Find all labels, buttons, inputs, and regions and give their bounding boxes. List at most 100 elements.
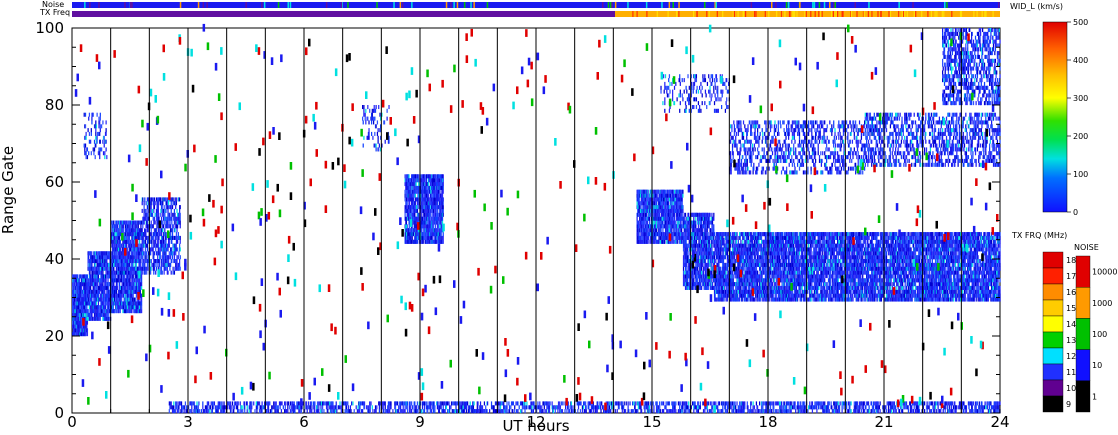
- echo-cell: [706, 228, 707, 232]
- echo-cell: [437, 201, 438, 205]
- echo-cell: [667, 224, 668, 228]
- echo-cell: [140, 263, 141, 267]
- echo-cell: [681, 240, 682, 244]
- echo-cell: [655, 205, 656, 209]
- echo-cell: [125, 224, 126, 228]
- echo-cell: [405, 217, 406, 221]
- echo-cell: [702, 274, 703, 278]
- echo-cell: [145, 271, 146, 275]
- echo-cell: [125, 232, 126, 236]
- echo-cell: [428, 190, 429, 194]
- echo-cell: [711, 244, 712, 248]
- txfreq-speck: [931, 11, 932, 17]
- echo-cell: [179, 263, 180, 267]
- echo-cell: [126, 244, 127, 248]
- echo-cell: [417, 201, 418, 205]
- echo-cell: [133, 274, 134, 278]
- echo-cell: [102, 271, 103, 275]
- echo-cell: [710, 282, 711, 286]
- echo-cell: [363, 144, 364, 148]
- echo-cell: [180, 213, 181, 217]
- echo-cell: [86, 155, 87, 159]
- txfreq-speck: [902, 11, 903, 17]
- echo-cell: [372, 136, 373, 140]
- echo-cell: [685, 278, 686, 282]
- echo-cell: [95, 317, 96, 321]
- echo-cell: [410, 213, 411, 217]
- echo-cell: [374, 144, 375, 148]
- echo-cell: [167, 221, 168, 225]
- echo-cell: [430, 213, 431, 217]
- echo-cell: [668, 228, 669, 232]
- echo-cell: [702, 278, 703, 282]
- echo-cell: [80, 290, 81, 294]
- echo-cell: [155, 240, 156, 244]
- echo-cell: [158, 201, 159, 205]
- echo-cell: [162, 255, 163, 259]
- echo-cell: [106, 298, 107, 302]
- echo-cell: [97, 251, 98, 255]
- echo-cell: [707, 224, 708, 228]
- echo-cell: [118, 290, 119, 294]
- echo-cell: [104, 290, 105, 294]
- txfreq-speck: [754, 11, 755, 17]
- txfreq-speck: [818, 11, 819, 17]
- txfreq-speck: [982, 11, 983, 17]
- echo-cell: [100, 124, 101, 128]
- echo-cell: [97, 282, 98, 286]
- echo-cell: [136, 294, 137, 298]
- txfreq-speck: [722, 11, 723, 17]
- echo-cell: [87, 278, 88, 282]
- echo-cell: [405, 174, 406, 178]
- echo-cell: [710, 247, 711, 251]
- echo-cell: [165, 263, 166, 267]
- echo-cell: [159, 247, 160, 251]
- echo-cell: [147, 209, 148, 213]
- echo-cell: [147, 221, 148, 225]
- txfreq-speck: [765, 11, 766, 17]
- echo-cell: [85, 305, 86, 309]
- echo-cell: [639, 197, 640, 201]
- echo-cell: [106, 147, 107, 151]
- echo-cell: [675, 221, 676, 225]
- echo-cell: [709, 240, 710, 244]
- echo-cell: [686, 240, 687, 244]
- echo-cell: [87, 274, 88, 278]
- txfreq-speck: [794, 11, 795, 17]
- echo-cell: [151, 240, 152, 244]
- echo-cell: [113, 305, 114, 309]
- echo-cell: [151, 232, 152, 236]
- echo-cell: [129, 263, 130, 267]
- echo-cell: [639, 201, 640, 205]
- noise-speck: [180, 2, 182, 8]
- echo-cell: [700, 247, 701, 251]
- echo-cell: [99, 132, 100, 136]
- echo-cell: [683, 271, 684, 275]
- echo-cell: [180, 217, 181, 221]
- echo-cell: [175, 205, 176, 209]
- echo-cell: [639, 232, 640, 236]
- echo-cell: [96, 267, 97, 271]
- noise-speck: [771, 2, 773, 8]
- echo-cell: [411, 240, 412, 244]
- echo-cell: [430, 221, 431, 225]
- echo-cell: [692, 271, 693, 275]
- echo-cell: [659, 221, 660, 225]
- echo-cell: [710, 228, 711, 232]
- noise-speck: [704, 2, 706, 8]
- echo-cell: [428, 182, 429, 186]
- echo-cell: [100, 278, 101, 282]
- echo-cell: [106, 120, 107, 124]
- echo-cell: [173, 251, 174, 255]
- echo-cell: [706, 282, 707, 286]
- echo-cell: [658, 190, 659, 194]
- echo-cell: [84, 136, 85, 140]
- echo-cell: [91, 290, 92, 294]
- txfreq-speck: [781, 11, 782, 17]
- echo-cell: [144, 259, 145, 263]
- echo-cell: [115, 274, 116, 278]
- txfreq-speck: [709, 11, 710, 17]
- echo-cell: [423, 213, 424, 217]
- echo-cell: [387, 117, 388, 121]
- echo-cell: [124, 294, 125, 298]
